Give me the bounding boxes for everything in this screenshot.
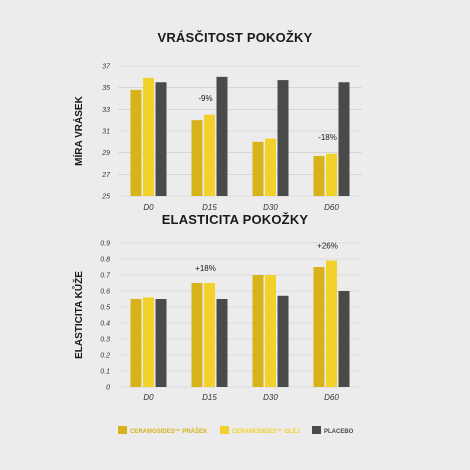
legend-label-ceramosides_olej: CERAMOSIDES™ OLEJ: [232, 428, 300, 435]
bar-ceramosides_prasek-d15: [191, 120, 203, 196]
bar-placebo-d15: [216, 299, 228, 387]
bar-ceramosides_prasek-d30: [252, 275, 264, 387]
chart-title: ELASTICITA POKOŽKY: [162, 212, 309, 227]
legend-swatch-placebo: [312, 426, 321, 434]
bar-ceramosides_olej-d0: [143, 297, 154, 387]
y-tick-label: 37: [102, 64, 111, 71]
y-axis-label: MÍRA VRÁSEK: [72, 95, 85, 165]
legend-swatch-ceramosides_olej: [220, 426, 229, 434]
y-tick-label: 0.9: [100, 241, 110, 248]
bar-ceramosides_olej-d60: [326, 260, 337, 387]
y-tick-label: 29: [101, 150, 110, 157]
bar-ceramosides_prasek-d30: [252, 141, 264, 196]
bar-ceramosides_prasek-d15: [191, 283, 203, 387]
change-annotation: -18%: [318, 133, 337, 142]
bar-placebo-d0: [155, 299, 167, 387]
bar-placebo-d30: [277, 295, 289, 387]
y-tick-label: 0: [106, 385, 110, 392]
bar-placebo-d60: [338, 291, 350, 387]
bar-ceramosides_olej-d0: [143, 77, 154, 196]
legend-swatch-ceramosides_prasek: [118, 426, 127, 434]
bar-ceramosides_olej-d15: [204, 114, 215, 196]
x-tick-label: D60: [324, 203, 339, 212]
legend-label-placebo: PLACEBO: [324, 429, 354, 435]
y-tick-label: 25: [101, 194, 110, 201]
change-annotation: +26%: [317, 242, 338, 251]
y-axis-label: ELASTICITA KŮŽE: [71, 271, 85, 359]
change-annotation: -9%: [198, 94, 212, 103]
bar-ceramosides_olej-d60: [326, 153, 337, 196]
x-tick-label: D0: [143, 393, 154, 402]
wrinkles-chart: VRÁSČITOST POKOŽKY MÍRA VRÁSEK 25 27 29 31 33 3…: [72, 30, 362, 212]
y-tick-label: 0.3: [100, 337, 110, 344]
change-annotation: +18%: [195, 264, 216, 273]
bar-placebo-d60: [338, 82, 350, 196]
x-tick-label: D60: [324, 393, 339, 402]
x-tick-label: D15: [202, 203, 217, 212]
y-tick-label: 35: [102, 85, 110, 92]
x-tick-label: D30: [263, 203, 278, 212]
bar-ceramosides_olej-d30: [265, 138, 276, 196]
bar-ceramosides_prasek-d60: [313, 267, 325, 387]
y-tick-label: 0.1: [100, 369, 110, 376]
y-tick-label: 0.7: [100, 273, 111, 280]
legend-label-ceramosides_prasek: CERAMOSIDES™ PRÁŠEK: [130, 427, 208, 435]
y-tick-label: 0.2: [100, 353, 110, 360]
y-tick-label: 0.8: [100, 257, 110, 264]
bar-ceramosides_prasek-d0: [130, 89, 142, 196]
chart-title: VRÁSČITOST POKOŽKY: [157, 30, 312, 45]
bar-placebo-d0: [155, 82, 167, 196]
y-tick-label: 0.4: [100, 321, 110, 328]
x-tick-label: D15: [202, 393, 217, 402]
y-tick-label: 0.5: [100, 305, 110, 312]
y-tick-label: 0.6: [100, 289, 110, 296]
x-tick-label: D0: [143, 203, 154, 212]
y-tick-label: 31: [102, 129, 110, 136]
bar-ceramosides_prasek-d60: [313, 155, 325, 196]
bar-ceramosides_olej-d30: [265, 275, 276, 387]
bar-placebo-d15: [216, 76, 228, 196]
bar-ceramosides_olej-d15: [204, 283, 215, 387]
bar-placebo-d30: [277, 80, 289, 196]
x-tick-label: D30: [263, 393, 278, 402]
bar-ceramosides_prasek-d0: [130, 299, 142, 387]
legend: CERAMOSIDES™ PRÁŠEK CERAMOSIDES™ OLEJ PLAC…: [118, 426, 354, 435]
elasticity-chart: ELASTICITA POKOŽKY ELASTICITA KŮŽE 0 0.1 0.2…: [71, 212, 362, 402]
y-tick-label: 33: [102, 107, 110, 114]
y-tick-label: 27: [101, 172, 111, 179]
